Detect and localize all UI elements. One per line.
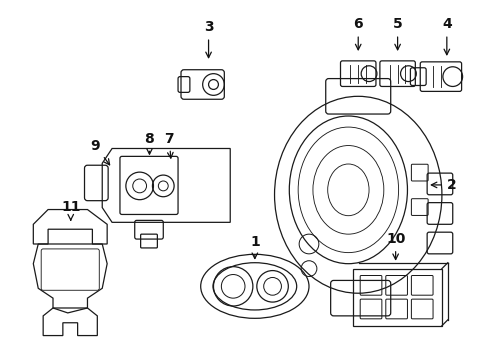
Text: 2: 2 bbox=[431, 178, 457, 192]
Text: 11: 11 bbox=[61, 199, 80, 220]
Text: 7: 7 bbox=[164, 132, 174, 158]
Text: 4: 4 bbox=[442, 17, 452, 55]
Text: 9: 9 bbox=[91, 139, 110, 165]
Text: 3: 3 bbox=[204, 21, 213, 58]
Text: 5: 5 bbox=[392, 17, 402, 50]
Text: 1: 1 bbox=[250, 235, 260, 258]
Text: 6: 6 bbox=[353, 17, 363, 50]
Text: 10: 10 bbox=[386, 232, 405, 260]
Text: 8: 8 bbox=[145, 132, 154, 154]
